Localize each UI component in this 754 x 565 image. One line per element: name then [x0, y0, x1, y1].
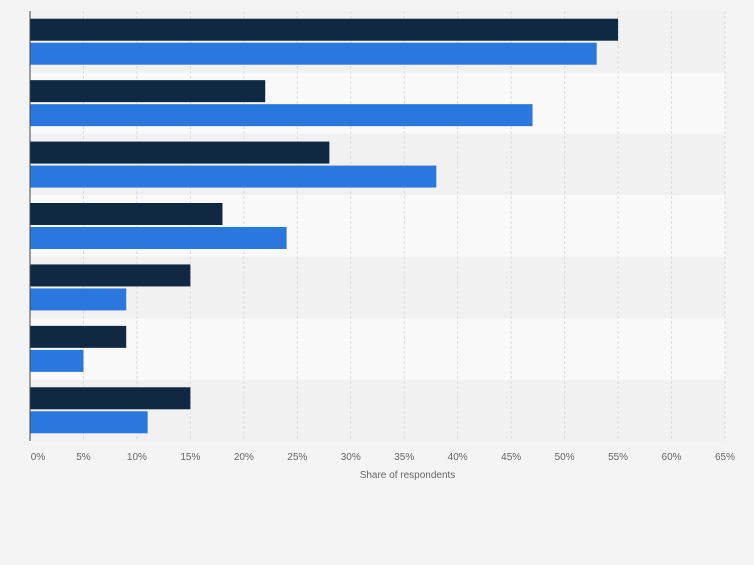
x-tick-label: 65% — [715, 452, 735, 463]
bars — [30, 18, 619, 434]
bar-series-1 — [30, 141, 330, 164]
bar-series-1 — [30, 264, 191, 287]
x-tick-label: 0% — [31, 452, 46, 463]
x-tick-label: 35% — [394, 452, 414, 463]
x-tick-label: 55% — [608, 452, 628, 463]
bar-series-2 — [30, 165, 437, 188]
bar-series-2 — [30, 288, 127, 311]
bar-series-1 — [30, 387, 191, 410]
x-tick-label: 60% — [662, 452, 682, 463]
x-tick-label: 5% — [76, 452, 91, 463]
x-axis-label: Share of respondents — [360, 470, 456, 481]
category-band — [30, 318, 725, 380]
x-tick-label: 10% — [127, 452, 147, 463]
x-tick-label: 30% — [341, 452, 361, 463]
x-tick-label: 25% — [287, 452, 307, 463]
bar-series-1 — [30, 325, 127, 348]
bar-series-1 — [30, 18, 619, 41]
category-bands — [30, 11, 725, 441]
x-tick-label: 50% — [555, 452, 575, 463]
bar-series-2 — [30, 227, 287, 249]
bar-series-2 — [30, 42, 597, 65]
x-tick-labels: 0% 5% 10% 15% 20% 25% 30% 35% 40% 45% 50% 55% 60% 65% — [31, 452, 735, 463]
bar-series-2 — [30, 411, 148, 434]
x-tick-label: 15% — [180, 452, 200, 463]
bar-series-1 — [30, 203, 223, 225]
x-tick-label: 40% — [448, 452, 468, 463]
bar-series-2 — [30, 349, 84, 372]
x-tick-label: 20% — [234, 452, 254, 463]
bar-series-2 — [30, 104, 533, 127]
bar-series-1 — [30, 80, 266, 103]
x-tick-label: 45% — [501, 452, 521, 463]
